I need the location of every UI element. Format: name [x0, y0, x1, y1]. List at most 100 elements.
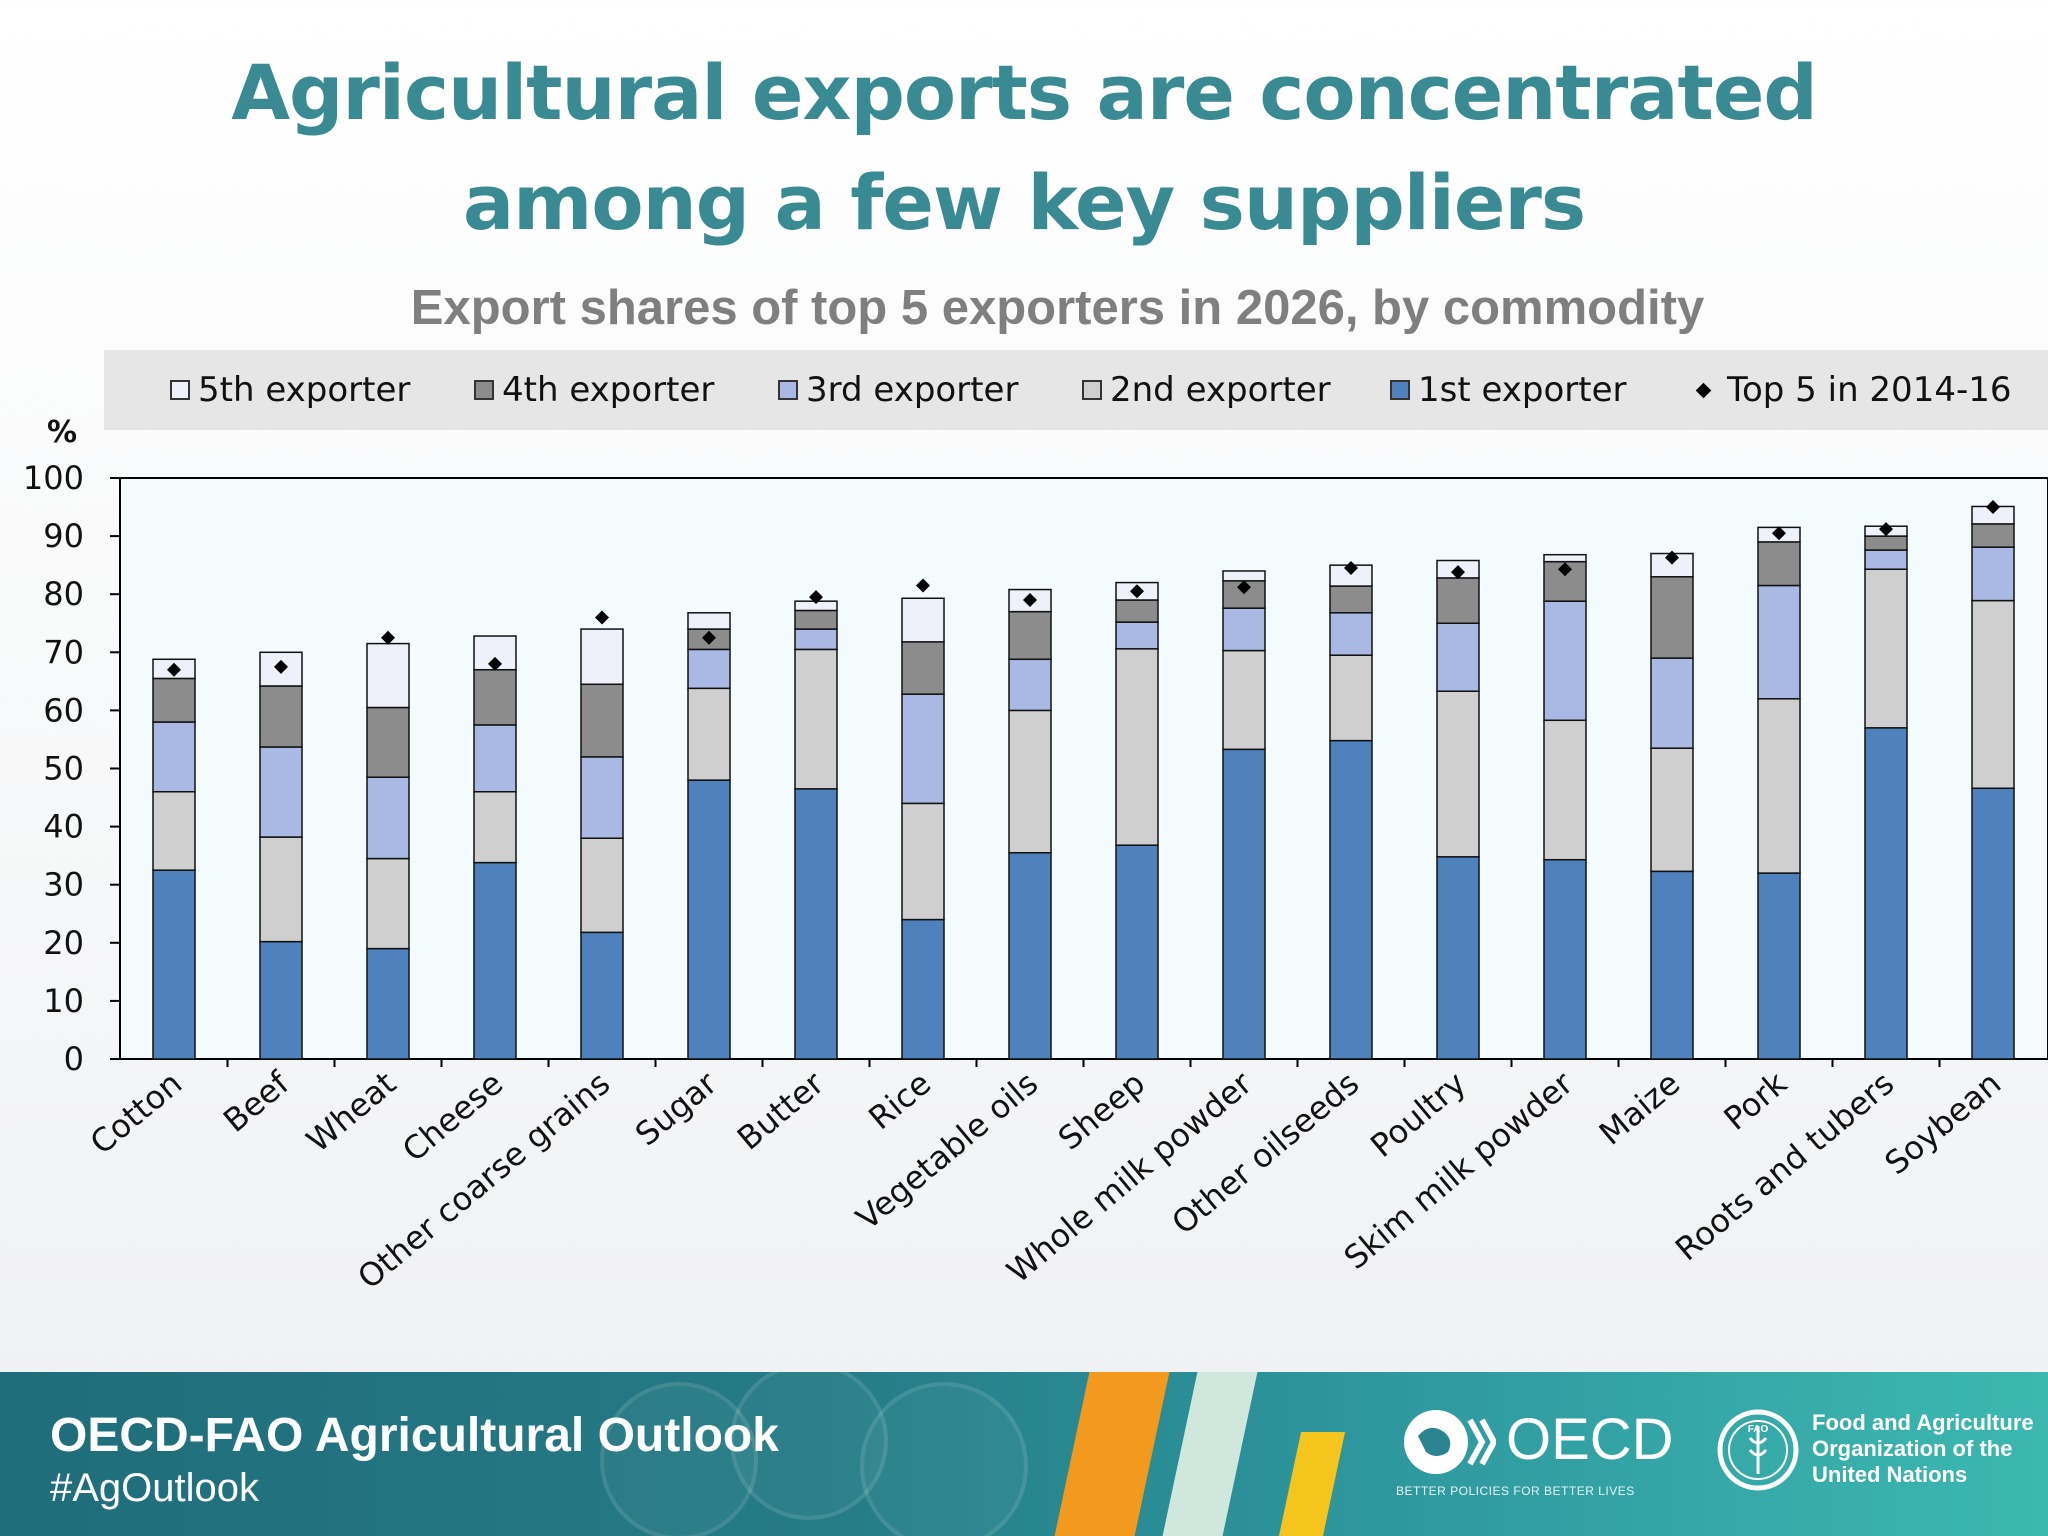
x-category-label: Butter: [730, 1063, 832, 1157]
bar-segment-1: [687, 779, 731, 1060]
y-tick-label: 90: [43, 517, 84, 555]
bar-segment-2: [1329, 654, 1373, 742]
slide-title: Agricultural exports are concentrated am…: [0, 38, 2048, 258]
bar-segment-5: [1543, 553, 1587, 563]
footer-title: OECD-FAO Agricultural Outlook: [50, 1409, 779, 1462]
bar-segment-2: [687, 687, 731, 781]
bar-segment-4: [794, 609, 838, 630]
bar-segment-2: [473, 790, 517, 864]
plot-area: [119, 477, 2048, 1060]
bar-segment-1: [1436, 856, 1480, 1060]
fao-emblem-text: FAO: [1748, 1424, 1769, 1435]
bar-segment-5: [580, 628, 624, 686]
footer-banner: OECD-FAO Agricultural Outlook #AgOutlook…: [0, 1372, 2048, 1536]
bar-segment-4: [1757, 541, 1801, 587]
bar-segment-4: [1971, 523, 2015, 548]
y-tick-label: 100: [23, 459, 84, 497]
bar-segment-2: [901, 802, 945, 921]
bar-segment-2: [1543, 719, 1587, 861]
legend-item-3rd-exporter: 3rd exporter: [778, 350, 1018, 430]
decorative-stripe-light: [1162, 1372, 1258, 1536]
oecd-tagline: BETTER POLICIES FOR BETTER LIVES: [1396, 1484, 1635, 1498]
legend-item-1st-exporter: 1st exporter: [1390, 350, 1627, 430]
bar-segment-1: [1008, 851, 1052, 1060]
x-category-label: Vegetable oils: [849, 1064, 1045, 1237]
bar-segment-4: [901, 641, 945, 695]
bar-segment-5: [1222, 570, 1266, 582]
legend-label-3rd-exporter: 3rd exporter: [806, 370, 1019, 410]
marker-top5-2014-16: [595, 610, 609, 625]
y-tick-label: 10: [43, 982, 84, 1020]
y-tick-label: 0: [64, 1040, 84, 1078]
legend-label-4th-exporter: 4th exporter: [502, 370, 715, 410]
bar-segment-4: [580, 683, 624, 758]
x-category-label: Other oilseeds: [1164, 1064, 1366, 1242]
bar-segment-2: [794, 648, 838, 790]
marker-top5-2014-16: [167, 662, 181, 677]
bar-segment-3: [473, 724, 517, 793]
bar-segment-4: [1436, 577, 1480, 625]
oecd-globe-icon: [1404, 1410, 1498, 1474]
bar-segment-1: [794, 788, 838, 1060]
bar-segment-3: [1971, 546, 2015, 602]
bar-segment-3: [687, 648, 731, 690]
bar-segment-1: [1222, 748, 1266, 1060]
bar-segment-3: [1222, 607, 1266, 652]
bar-segment-1: [152, 869, 196, 1060]
legend-swatch-4th-exporter: [474, 380, 494, 400]
bar-segment-3: [1757, 584, 1801, 700]
bar-segment-1: [580, 931, 624, 1060]
bar-segment-2: [1008, 709, 1052, 854]
marker-top5-2014-16: [1130, 584, 1144, 599]
marker-top5-2014-16: [1344, 561, 1358, 576]
bar-segment-4: [1650, 576, 1694, 659]
bar-segment-2: [1222, 649, 1266, 751]
bar-segment-2: [1757, 698, 1801, 874]
bar-segment-3: [1864, 549, 1908, 570]
legend-label-1st-exporter: 1st exporter: [1418, 370, 1627, 410]
bar-segment-1: [1115, 844, 1159, 1060]
marker-top5-2014-16: [1772, 526, 1786, 541]
slide-title-line-2: among a few key suppliers: [462, 158, 1586, 247]
fao-logo: FAO Food and Agriculture Organization of…: [1716, 1408, 2036, 1508]
y-axis-unit-label: %: [47, 415, 77, 450]
y-tick-label: 40: [43, 808, 84, 846]
legend-swatch-5th-exporter: [170, 380, 190, 400]
bar-segment-1: [259, 940, 303, 1060]
bar-segment-4: [1008, 610, 1052, 661]
bar-segment-2: [366, 857, 410, 950]
bar-segment-2: [152, 790, 196, 871]
fao-name-line-2: Organization of the: [1812, 1436, 2013, 1461]
marker-top5-2014-16: [1558, 562, 1572, 577]
bar-segment-2: [580, 837, 624, 934]
bar-segment-2: [1971, 599, 2015, 790]
bar-segment-1: [366, 947, 410, 1060]
decorative-stripe-orange: [1054, 1372, 1170, 1536]
x-category-label: Maize: [1592, 1064, 1687, 1153]
marker-top5-2014-16: [1665, 550, 1679, 565]
x-category-label: Cotton: [83, 1064, 189, 1162]
bar-segment-3: [152, 721, 196, 793]
marker-top5-2014-16: [702, 630, 716, 645]
bar-segment-3: [1329, 612, 1373, 656]
bar-segment-1: [1543, 858, 1587, 1060]
marker-top5-2014-16: [1023, 593, 1037, 608]
legend-swatch-2nd-exporter: [1082, 380, 1102, 400]
bar-segment-4: [259, 685, 303, 748]
bar-segment-5: [366, 642, 410, 709]
y-tick-label: 50: [43, 750, 84, 788]
fao-emblem-icon: FAO: [1717, 1409, 1799, 1491]
x-category-label: Beef: [216, 1064, 297, 1140]
x-category-label: Soybean: [1877, 1064, 2008, 1182]
bar-segment-1: [1329, 739, 1373, 1060]
y-tick-label: 80: [43, 575, 84, 613]
bar-segment-3: [580, 756, 624, 839]
x-category-label: Sugar: [628, 1063, 725, 1153]
y-tick-label: 30: [43, 866, 84, 904]
bar-segment-1: [473, 861, 517, 1060]
bar-segment-4: [1115, 599, 1159, 623]
fao-name-line-1: Food and Agriculture: [1812, 1410, 2034, 1435]
bar-segment-2: [1650, 747, 1694, 873]
bar-segment-3: [1650, 657, 1694, 749]
